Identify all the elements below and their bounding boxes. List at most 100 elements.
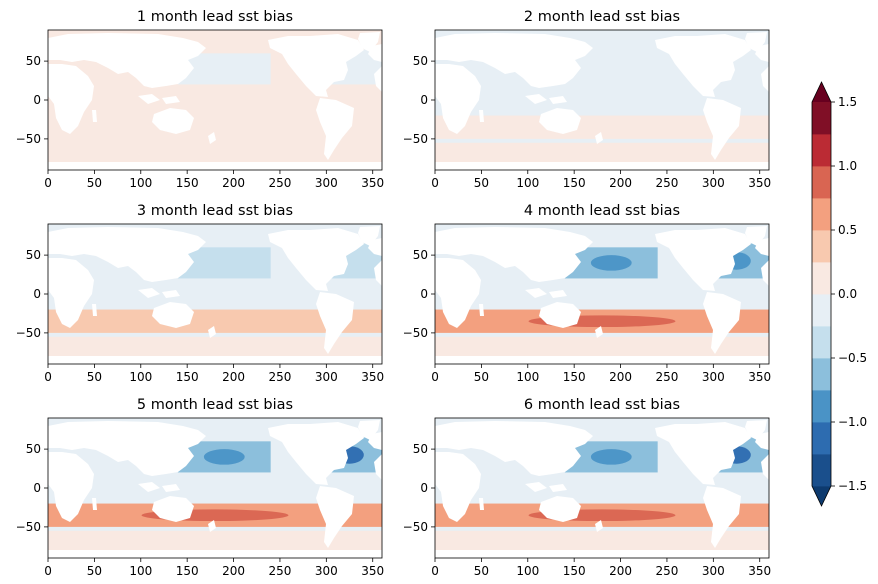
bias-core <box>590 255 632 271</box>
colorbar-tick-label: 0.5 <box>838 223 857 237</box>
x-tick-label: 350 <box>748 370 771 384</box>
panel-title: 4 month lead sst bias <box>524 203 680 219</box>
y-tick-label: −50 <box>16 520 41 534</box>
x-tick-label: 200 <box>609 564 632 578</box>
y-tick-label: 0 <box>420 481 428 495</box>
x-tick-label: 300 <box>702 176 725 190</box>
x-tick-label: 300 <box>702 370 725 384</box>
x-tick-label: 50 <box>87 370 102 384</box>
panel-title: 3 month lead sst bias <box>137 203 293 219</box>
y-tick-label: 50 <box>413 442 428 456</box>
x-tick-label: 150 <box>176 176 199 190</box>
x-tick-label: 250 <box>268 176 291 190</box>
panel-title: 1 month lead sst bias <box>137 9 293 25</box>
y-tick-label: 50 <box>26 54 41 68</box>
panel-2: 0 50 100 150 200 250 300 350 50 0 −50 2 month lead … <box>403 9 772 190</box>
y-tick-label: 50 <box>26 248 41 262</box>
panel-title: 5 month lead sst bias <box>137 397 293 413</box>
x-tick-label: 350 <box>748 176 771 190</box>
x-tick-label: 200 <box>222 176 245 190</box>
x-tick-label: 350 <box>361 564 384 578</box>
x-tick-label: 250 <box>655 370 678 384</box>
x-tick-label: 250 <box>268 370 291 384</box>
bias-zone-high-southern-latitudes <box>435 336 769 357</box>
colorbar-segment <box>812 134 831 167</box>
x-tick-label: 150 <box>176 370 199 384</box>
colorbar-tick-label: 1.0 <box>838 159 857 173</box>
y-tick-label: 0 <box>420 93 428 107</box>
x-tick-label: 100 <box>129 176 152 190</box>
panel-1: 0 50 100 150 200 250 300 350 50 0 −50 1 month lead … <box>16 9 385 190</box>
x-tick-label: 100 <box>516 176 539 190</box>
x-tick-label: 100 <box>129 370 152 384</box>
bias-zone-high-southern-latitudes <box>48 530 382 551</box>
bias-zone-high-southern-latitudes <box>435 142 769 163</box>
x-tick-label: 0 <box>431 176 439 190</box>
colorbar-segment <box>812 390 831 423</box>
colorbar-segment <box>812 454 831 487</box>
bias-zone-north-pacific <box>177 247 271 279</box>
colorbar-segment <box>812 326 831 359</box>
x-tick-label: 50 <box>474 564 489 578</box>
y-tick-label: 50 <box>413 54 428 68</box>
colorbar-tick-label: −1.0 <box>838 415 867 429</box>
bias-core <box>203 449 245 465</box>
bias-zone-southern-ocean-band <box>48 115 382 139</box>
colorbar-over-arrow <box>812 82 831 102</box>
colorbar-segment <box>812 294 831 327</box>
panel-5: 0 50 100 150 200 250 300 350 50 0 −50 5 month lead … <box>16 397 385 578</box>
colorbar-tick-label: −0.5 <box>838 351 867 365</box>
colorbar-segment <box>812 198 831 231</box>
colorbar-under-arrow <box>812 486 831 506</box>
x-tick-label: 300 <box>315 564 338 578</box>
x-tick-label: 100 <box>129 564 152 578</box>
x-tick-label: 100 <box>516 564 539 578</box>
panel-title: 6 month lead sst bias <box>524 397 680 413</box>
y-tick-label: −50 <box>16 132 41 146</box>
bias-zone-southern-ocean-band <box>435 115 769 139</box>
colorbar-segment <box>812 358 831 391</box>
x-tick-label: 0 <box>431 564 439 578</box>
x-tick-label: 300 <box>315 370 338 384</box>
bias-core <box>590 449 632 465</box>
x-tick-label: 200 <box>222 370 245 384</box>
colorbar-tick-label: 0.0 <box>838 287 857 301</box>
x-tick-label: 0 <box>431 370 439 384</box>
y-tick-label: −50 <box>403 326 428 340</box>
x-tick-label: 100 <box>516 370 539 384</box>
x-tick-label: 250 <box>655 564 678 578</box>
panel-6: 0 50 100 150 200 250 300 350 50 0 −50 6 month lead … <box>403 397 772 578</box>
y-tick-label: −50 <box>403 132 428 146</box>
colorbar: 1.5 1.0 0.5 0.0 −0.5 −1.0 −1.5 <box>811 81 867 507</box>
x-tick-label: 200 <box>609 370 632 384</box>
panel-3: 0 50 100 150 200 250 300 350 50 0 −50 3 month lead … <box>16 203 385 384</box>
bias-zone-high-southern-latitudes <box>48 142 382 163</box>
y-tick-label: −50 <box>16 326 41 340</box>
x-tick-label: 250 <box>268 564 291 578</box>
x-tick-label: 200 <box>222 564 245 578</box>
bias-zone-north-pacific <box>564 53 658 85</box>
x-tick-label: 200 <box>609 176 632 190</box>
x-tick-label: 350 <box>748 564 771 578</box>
colorbar-segment <box>812 262 831 295</box>
x-tick-label: 250 <box>655 176 678 190</box>
y-tick-label: 0 <box>420 287 428 301</box>
colorbar-segment <box>812 166 831 199</box>
panel-title: 2 month lead sst bias <box>524 9 680 25</box>
bias-zone-high-southern-latitudes <box>48 336 382 357</box>
x-tick-label: 50 <box>87 176 102 190</box>
x-tick-label: 300 <box>702 564 725 578</box>
colorbar-segment <box>812 422 831 455</box>
bias-zone-high-southern-latitudes <box>435 530 769 551</box>
y-tick-label: 50 <box>413 248 428 262</box>
x-tick-label: 300 <box>315 176 338 190</box>
panel-4: 0 50 100 150 200 250 300 350 50 0 −50 4 month lead … <box>403 203 772 384</box>
x-tick-label: 0 <box>44 176 52 190</box>
x-tick-label: 0 <box>44 564 52 578</box>
bias-zone-north-pacific <box>177 53 271 85</box>
colorbar-segment <box>812 230 831 263</box>
colorbar-tick-label: 1.5 <box>838 95 857 109</box>
x-tick-label: 150 <box>563 370 586 384</box>
x-tick-label: 350 <box>361 176 384 190</box>
